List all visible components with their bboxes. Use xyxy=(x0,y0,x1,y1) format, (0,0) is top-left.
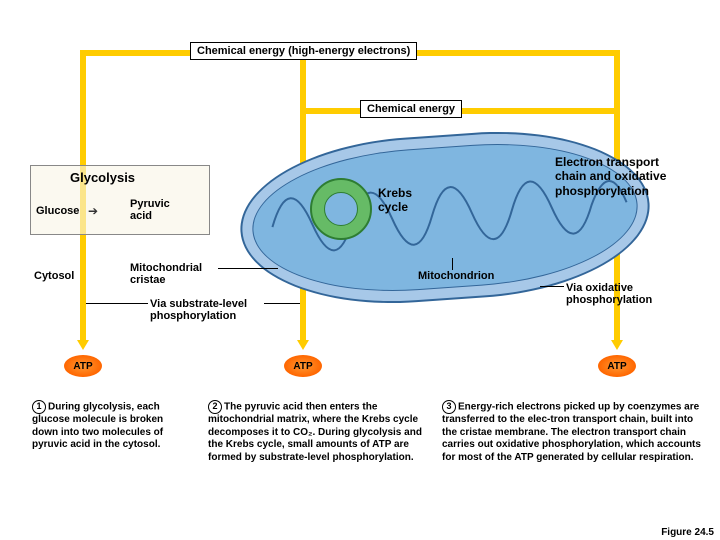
label-pyruvic: Pyruvic acid xyxy=(130,198,170,222)
label-cytosol: Cytosol xyxy=(34,270,74,282)
label-chem: Chemical energy xyxy=(360,100,462,118)
label-mitochondrion: Mitochondrion xyxy=(418,270,494,282)
step-2-num: 2 xyxy=(208,400,222,414)
arrow-3 xyxy=(611,340,623,350)
atp-2: ATP xyxy=(284,355,322,377)
label-etc: Electron transport chain and oxidative p… xyxy=(555,155,666,198)
krebs-inner xyxy=(324,192,358,226)
leader-viaox xyxy=(540,286,564,287)
label-via-sub: Via substrate-level phosphorylation xyxy=(150,298,247,322)
step-1-text: During glycolysis, each glucose molecule… xyxy=(32,401,163,450)
atp-1: ATP xyxy=(64,355,102,377)
step-2-text: The pyruvic acid then enters the mitocho… xyxy=(208,401,422,462)
figure-caption: Figure 24.5 xyxy=(661,527,714,538)
label-via-ox: Via oxidative phosphorylation xyxy=(566,282,652,306)
atp-3: ATP xyxy=(598,355,636,377)
leader-mito xyxy=(452,258,453,270)
step-1: 1During glycolysis, each glucose molecul… xyxy=(32,400,192,452)
step-2: 2The pyruvic acid then enters the mitoch… xyxy=(208,400,428,464)
leader-viasub-l xyxy=(86,303,148,304)
leader-viasub-r xyxy=(264,303,300,304)
step-3-text: Energy-rich electrons picked up by coenz… xyxy=(442,401,701,462)
step-3: 3Energy-rich electrons picked up by coen… xyxy=(442,400,702,464)
leader-cristae xyxy=(218,268,278,269)
arrow-glucose: ➔ xyxy=(88,204,98,218)
arrow-2 xyxy=(297,340,309,350)
label-glucose: Glucose xyxy=(36,205,79,217)
label-krebs: Krebs cycle xyxy=(378,186,412,214)
step-1-num: 1 xyxy=(32,400,46,414)
arrow-1 xyxy=(77,340,89,350)
label-mcristae: Mitochondrial cristae xyxy=(130,262,202,286)
step-3-num: 3 xyxy=(442,400,456,414)
label-glycolysis: Glycolysis xyxy=(70,170,135,185)
label-chem-high: Chemical energy (high-energy electrons) xyxy=(190,42,417,60)
